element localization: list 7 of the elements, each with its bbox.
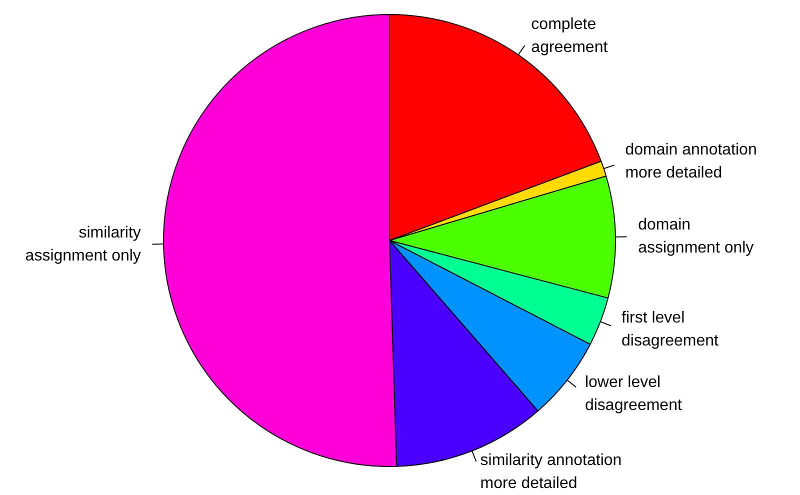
slice-label: similarity assignment only bbox=[25, 224, 141, 264]
slice-label: lower level disagreement bbox=[584, 374, 682, 414]
slice-label: similarity annotation more detailed bbox=[480, 452, 622, 492]
slice-label: domain annotation more detailed bbox=[625, 141, 757, 182]
slice-label: first level disagreement bbox=[621, 310, 719, 350]
slice-label: complete agreement bbox=[531, 16, 608, 56]
slice-label: domain assignment only bbox=[638, 216, 754, 256]
